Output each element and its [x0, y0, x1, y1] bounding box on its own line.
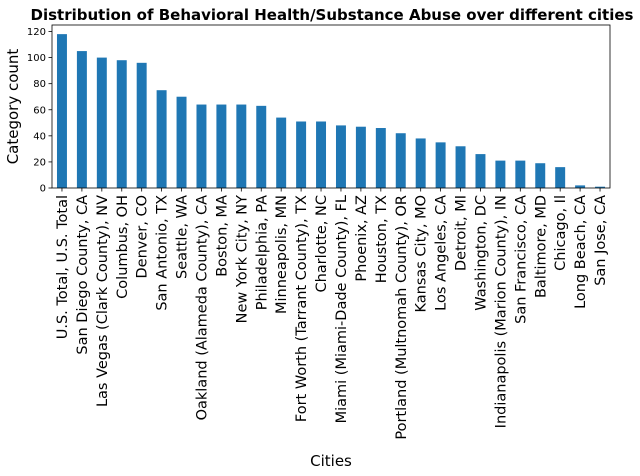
- x-tick-label: Denver, CO: [135, 195, 151, 279]
- x-tick-label: Washington, DC: [473, 195, 489, 311]
- y-tick-label: 120: [27, 27, 46, 38]
- bar: [355, 126, 366, 188]
- bar: [276, 117, 287, 188]
- x-tick-label: Charlotte, NC: [314, 195, 330, 293]
- bar: [515, 160, 526, 188]
- bar: [495, 160, 506, 188]
- bar: [156, 90, 167, 188]
- x-tick-label: San Jose, CA: [593, 195, 609, 286]
- x-tick-label: Minneapolis, MN: [274, 195, 290, 314]
- y-tick-label: 100: [27, 53, 46, 64]
- x-tick-label: Los Angeles, CA: [434, 195, 450, 311]
- x-tick-label: U.S. Total, U.S. Total: [55, 195, 71, 339]
- x-tick-label: San Antonio, TX: [155, 195, 171, 311]
- bar: [316, 121, 327, 188]
- y-tick-label: 60: [33, 105, 46, 116]
- y-axis: 0 20 40 60 80 100 120: [27, 27, 52, 195]
- bar: [475, 154, 486, 188]
- x-tick-label: Boston, MA: [214, 195, 230, 277]
- y-tick-label: 0: [40, 184, 46, 195]
- x-axis-label: Cities: [310, 452, 352, 470]
- x-tick-label: San Francisco, CA: [513, 195, 529, 324]
- bar: [216, 104, 227, 188]
- bar: [256, 105, 267, 188]
- bar: [296, 121, 307, 188]
- y-tick-label: 80: [33, 79, 46, 90]
- x-tick-label: Fort Worth (Tarrant County), TX: [294, 195, 310, 422]
- x-tick-label: Houston, TX: [374, 195, 390, 283]
- bar: [395, 133, 406, 188]
- x-tick-label: Phoenix, AZ: [354, 195, 370, 282]
- x-tick-label: New York City, NY: [234, 195, 250, 323]
- x-tick-label: Baltimore, MD: [533, 195, 549, 298]
- bar: [116, 60, 127, 188]
- y-tick-label: 40: [33, 131, 46, 142]
- x-tick-label: Detroit, MI: [454, 195, 470, 271]
- bar: [96, 57, 107, 188]
- bar: [575, 185, 586, 188]
- bar: [236, 104, 247, 188]
- bar: [335, 125, 346, 188]
- bar: [76, 51, 87, 188]
- x-tick-label: Columbus, OH: [115, 195, 131, 299]
- plot-frame: [51, 24, 611, 189]
- y-axis-label: Category count: [4, 49, 22, 165]
- bar: [56, 34, 67, 189]
- x-tick-label: Oakland (Alameda County), CA: [194, 195, 210, 420]
- bar: [176, 96, 187, 188]
- bar: [415, 138, 426, 188]
- x-tick-label: Indianapolis (Marion County), IN: [493, 195, 509, 428]
- x-tick-label: Philadelphia, PA: [254, 195, 270, 310]
- x-tick-label: Long Beach, CA: [573, 195, 589, 309]
- x-axis: U.S. Total, U.S. Total San Diego County, …: [55, 188, 609, 440]
- bar: [196, 104, 207, 188]
- bar: [435, 142, 446, 188]
- x-tick-label: San Diego County, CA: [75, 195, 91, 355]
- bar: [595, 186, 606, 188]
- bars: [56, 34, 606, 189]
- bar: [375, 128, 386, 188]
- x-tick-label: Kansas City, MO: [414, 195, 430, 313]
- x-tick-label: Miami (Miami-Dade County), FL: [334, 195, 350, 423]
- bar: [136, 62, 147, 188]
- x-tick-label: Las Vegas (Clark County), NV: [95, 195, 111, 407]
- chart-title: Distribution of Behavioral Health/Substa…: [31, 6, 634, 24]
- y-tick-label: 20: [33, 157, 46, 168]
- bar: [455, 146, 466, 188]
- bar: [555, 167, 566, 188]
- x-tick-label: Portland (Multnomah County), OR: [394, 195, 410, 440]
- x-tick-label: Seattle, WA: [175, 195, 191, 279]
- bar: [535, 163, 546, 188]
- x-tick-label: Chicago, Il: [553, 195, 569, 271]
